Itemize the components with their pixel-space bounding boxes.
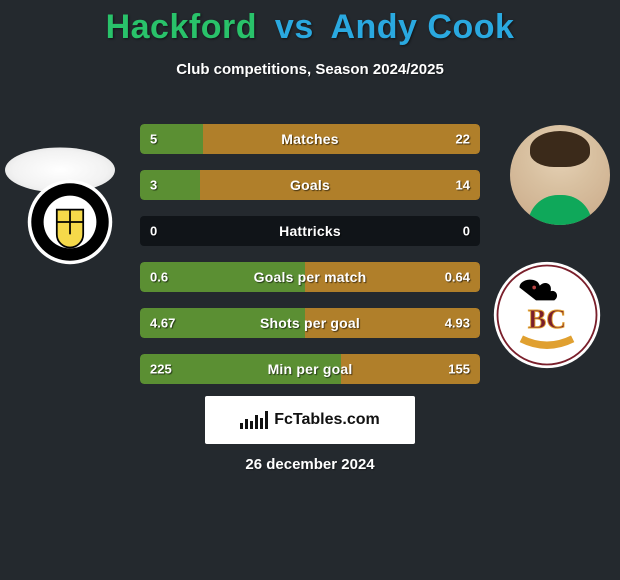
stat-value-right: 14 bbox=[456, 178, 470, 193]
player1-name: Hackford bbox=[106, 8, 257, 46]
svg-text:BC: BC bbox=[528, 303, 566, 334]
player1-club-badge bbox=[26, 178, 114, 266]
stat-label: Matches bbox=[281, 131, 338, 147]
fctables-badge: FcTables.com bbox=[205, 396, 415, 444]
stat-label: Goals per match bbox=[254, 269, 367, 285]
stat-label: Hattricks bbox=[279, 223, 341, 239]
date-text: 26 december 2024 bbox=[245, 456, 374, 473]
stat-value-left: 0 bbox=[150, 224, 157, 239]
chart-icon bbox=[240, 411, 268, 429]
stat-value-right: 155 bbox=[448, 362, 470, 377]
comparison-title: Hackford vs Andy Cook bbox=[0, 0, 620, 47]
stats-panel: 5 22 Matches 3 14 Goals 0 0 Hattricks 0.6 0.64 Goal… bbox=[140, 124, 480, 400]
stat-value-right: 22 bbox=[456, 132, 470, 147]
stat-row: 225 155 Min per goal bbox=[140, 354, 480, 384]
player2-name: Andy Cook bbox=[330, 8, 514, 46]
stat-label: Goals bbox=[290, 177, 330, 193]
stat-row: 5 22 Matches bbox=[140, 124, 480, 154]
stat-value-left: 4.67 bbox=[150, 316, 175, 331]
stat-value-left: 225 bbox=[150, 362, 172, 377]
stat-label: Min per goal bbox=[268, 361, 353, 377]
player2-club-badge: BC bbox=[492, 260, 602, 370]
stat-value-right: 4.93 bbox=[445, 316, 470, 331]
stat-bar-left bbox=[140, 170, 200, 200]
stat-value-right: 0 bbox=[463, 224, 470, 239]
stat-value-right: 0.64 bbox=[445, 270, 470, 285]
stat-value-left: 3 bbox=[150, 178, 157, 193]
player2-avatar bbox=[510, 125, 610, 225]
stat-bar-right bbox=[200, 170, 480, 200]
stat-row: 4.67 4.93 Shots per goal bbox=[140, 308, 480, 338]
brand-text: FcTables.com bbox=[274, 411, 380, 429]
stat-row: 0.6 0.64 Goals per match bbox=[140, 262, 480, 292]
stat-bar-right bbox=[203, 124, 480, 154]
stat-value-left: 0.6 bbox=[150, 270, 168, 285]
subtitle: Club competitions, Season 2024/2025 bbox=[0, 61, 620, 78]
stat-label: Shots per goal bbox=[260, 315, 360, 331]
stat-row: 0 0 Hattricks bbox=[140, 216, 480, 246]
stat-value-left: 5 bbox=[150, 132, 157, 147]
stat-row: 3 14 Goals bbox=[140, 170, 480, 200]
vs-text: vs bbox=[275, 8, 314, 46]
